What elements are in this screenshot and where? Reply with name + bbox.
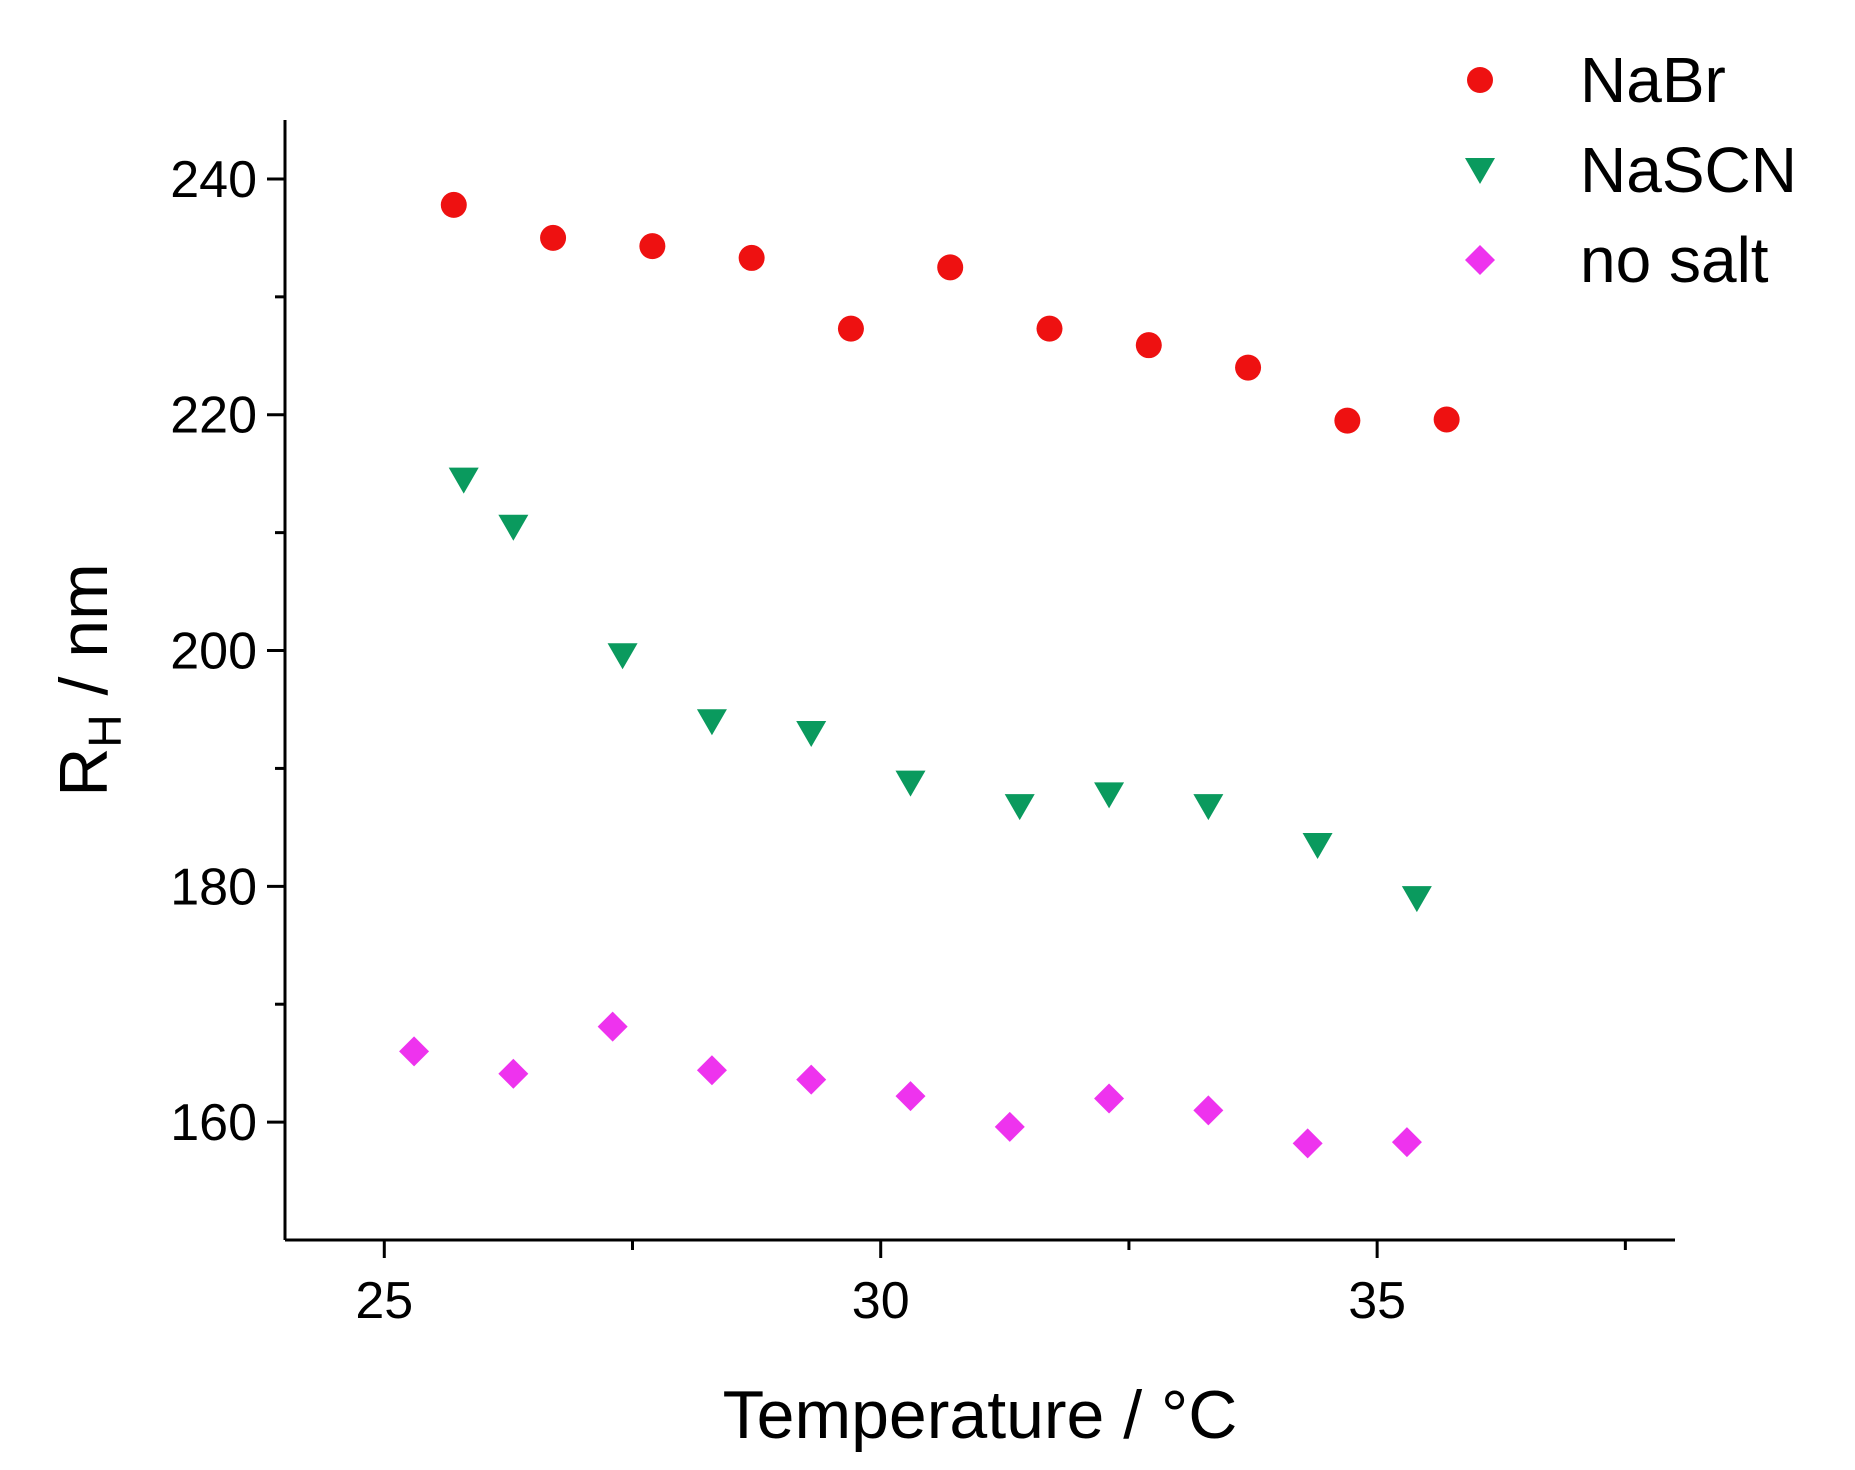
no-salt-point bbox=[1094, 1083, 1125, 1114]
nabr-point bbox=[1036, 315, 1063, 342]
no-salt-point bbox=[796, 1064, 827, 1095]
y-tick-label: 240 bbox=[170, 151, 257, 209]
no-salt-point bbox=[895, 1081, 926, 1112]
plot-area bbox=[283, 120, 1675, 1242]
y-tick-label: 180 bbox=[170, 858, 257, 916]
y-tick-label: 200 bbox=[170, 623, 257, 681]
legend-label-no-salt: no salt bbox=[1580, 224, 1769, 296]
series-nascn bbox=[448, 467, 1432, 913]
nascn-point bbox=[1401, 886, 1432, 913]
nascn-point bbox=[1004, 794, 1035, 821]
legend-marker-no-salt bbox=[1465, 245, 1495, 275]
nabr-point bbox=[1433, 406, 1460, 433]
nascn-point bbox=[607, 643, 638, 670]
x-tick-label: 25 bbox=[355, 1272, 413, 1330]
x-axis-ticks: 25 30 35 bbox=[355, 1240, 1627, 1330]
nabr-point bbox=[1235, 354, 1262, 381]
legend-label-nabr: NaBr bbox=[1580, 44, 1726, 116]
nabr-point bbox=[540, 224, 567, 251]
series-nabr bbox=[440, 191, 1460, 434]
nabr-point bbox=[1135, 332, 1162, 359]
y-axis-title: RH / nm bbox=[46, 563, 131, 796]
nascn-point bbox=[498, 514, 529, 541]
y-axis-ticks: 160 180 200 220 240 bbox=[170, 151, 285, 1152]
x-tick-label: 35 bbox=[1348, 1272, 1406, 1330]
legend-marker-nabr bbox=[1467, 67, 1493, 93]
nascn-point bbox=[1193, 794, 1224, 821]
data-markers bbox=[399, 191, 1460, 1159]
nabr-point bbox=[1334, 407, 1361, 434]
x-axis-title: Temperature / °C bbox=[723, 1377, 1238, 1453]
nascn-point bbox=[696, 709, 727, 736]
no-salt-point bbox=[1391, 1127, 1422, 1158]
y-axis-title-main: R bbox=[46, 748, 122, 797]
legend-marker-nascn bbox=[1465, 158, 1495, 184]
no-salt-point bbox=[994, 1111, 1025, 1142]
no-salt-point bbox=[399, 1036, 430, 1067]
no-salt-point bbox=[597, 1011, 628, 1042]
no-salt-point bbox=[1292, 1128, 1323, 1159]
nabr-point bbox=[937, 254, 964, 281]
nabr-point bbox=[440, 191, 467, 218]
nascn-point bbox=[1094, 782, 1125, 809]
legend: NaBr NaSCN no salt bbox=[1465, 44, 1797, 296]
nascn-point bbox=[1302, 833, 1333, 860]
y-tick-label: 220 bbox=[170, 387, 257, 445]
nascn-point bbox=[895, 770, 926, 797]
y-tick-label: 160 bbox=[170, 1094, 257, 1152]
series-no-salt bbox=[399, 1011, 1422, 1159]
no-salt-point bbox=[498, 1058, 529, 1089]
no-salt-point bbox=[696, 1055, 727, 1086]
y-axis-title-subscript: H bbox=[79, 714, 131, 747]
nabr-point bbox=[639, 233, 666, 260]
nabr-point bbox=[837, 315, 864, 342]
legend-label-nascn: NaSCN bbox=[1580, 134, 1797, 206]
nabr-point bbox=[738, 244, 765, 271]
y-axis-title-rest: / nm bbox=[46, 563, 122, 714]
nascn-point bbox=[448, 467, 479, 494]
no-salt-point bbox=[1193, 1095, 1224, 1126]
nascn-point bbox=[796, 721, 827, 748]
x-tick-label: 30 bbox=[852, 1272, 910, 1330]
